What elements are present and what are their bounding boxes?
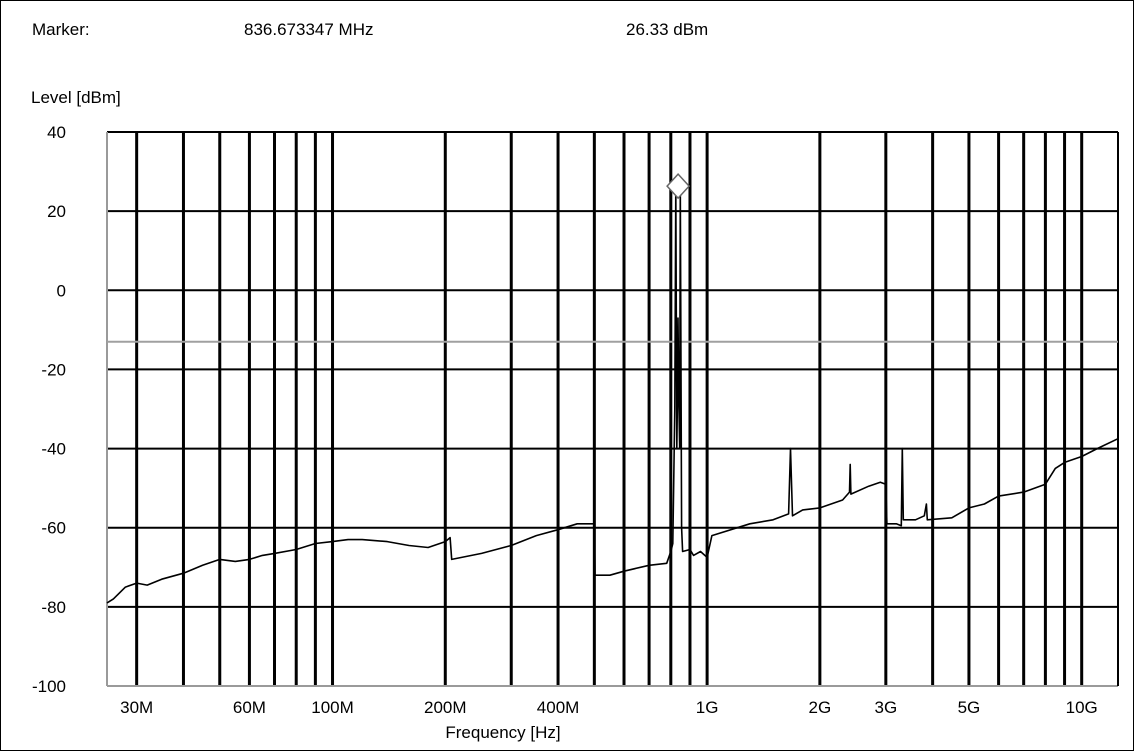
y-axis-title: Level [dBm]: [31, 88, 121, 107]
y-tick-label: 20: [47, 202, 66, 221]
y-tick-label: -80: [41, 598, 66, 617]
x-tick-label: 30M: [120, 698, 153, 717]
x-tick-label: 60M: [233, 698, 266, 717]
y-tick-label: -100: [32, 677, 66, 696]
spectrum-trace: [106, 185, 1119, 604]
marker-frequency: 836.673347 MHz: [244, 20, 374, 39]
marker-level: 26.33 dBm: [626, 20, 709, 39]
y-tick-label: 40: [47, 123, 66, 142]
x-tick-label: 2G: [809, 698, 832, 717]
x-axis-title: Frequency [Hz]: [445, 723, 560, 742]
x-tick-label: 10G: [1066, 698, 1098, 717]
x-tick-label: 200M: [424, 698, 467, 717]
x-tick-label: 100M: [311, 698, 354, 717]
y-tick-label: -40: [41, 440, 66, 459]
marker-diamond: [666, 172, 691, 200]
marker-label: Marker:: [32, 20, 90, 39]
y-tick-label: -20: [41, 360, 66, 379]
x-tick-label: 3G: [874, 698, 897, 717]
x-tick-label: 1G: [696, 698, 719, 717]
y-tick-label: 0: [57, 281, 66, 300]
y-tick-label: -60: [41, 519, 66, 538]
x-tick-label: 5G: [958, 698, 981, 717]
x-tick-label: 400M: [537, 698, 580, 717]
